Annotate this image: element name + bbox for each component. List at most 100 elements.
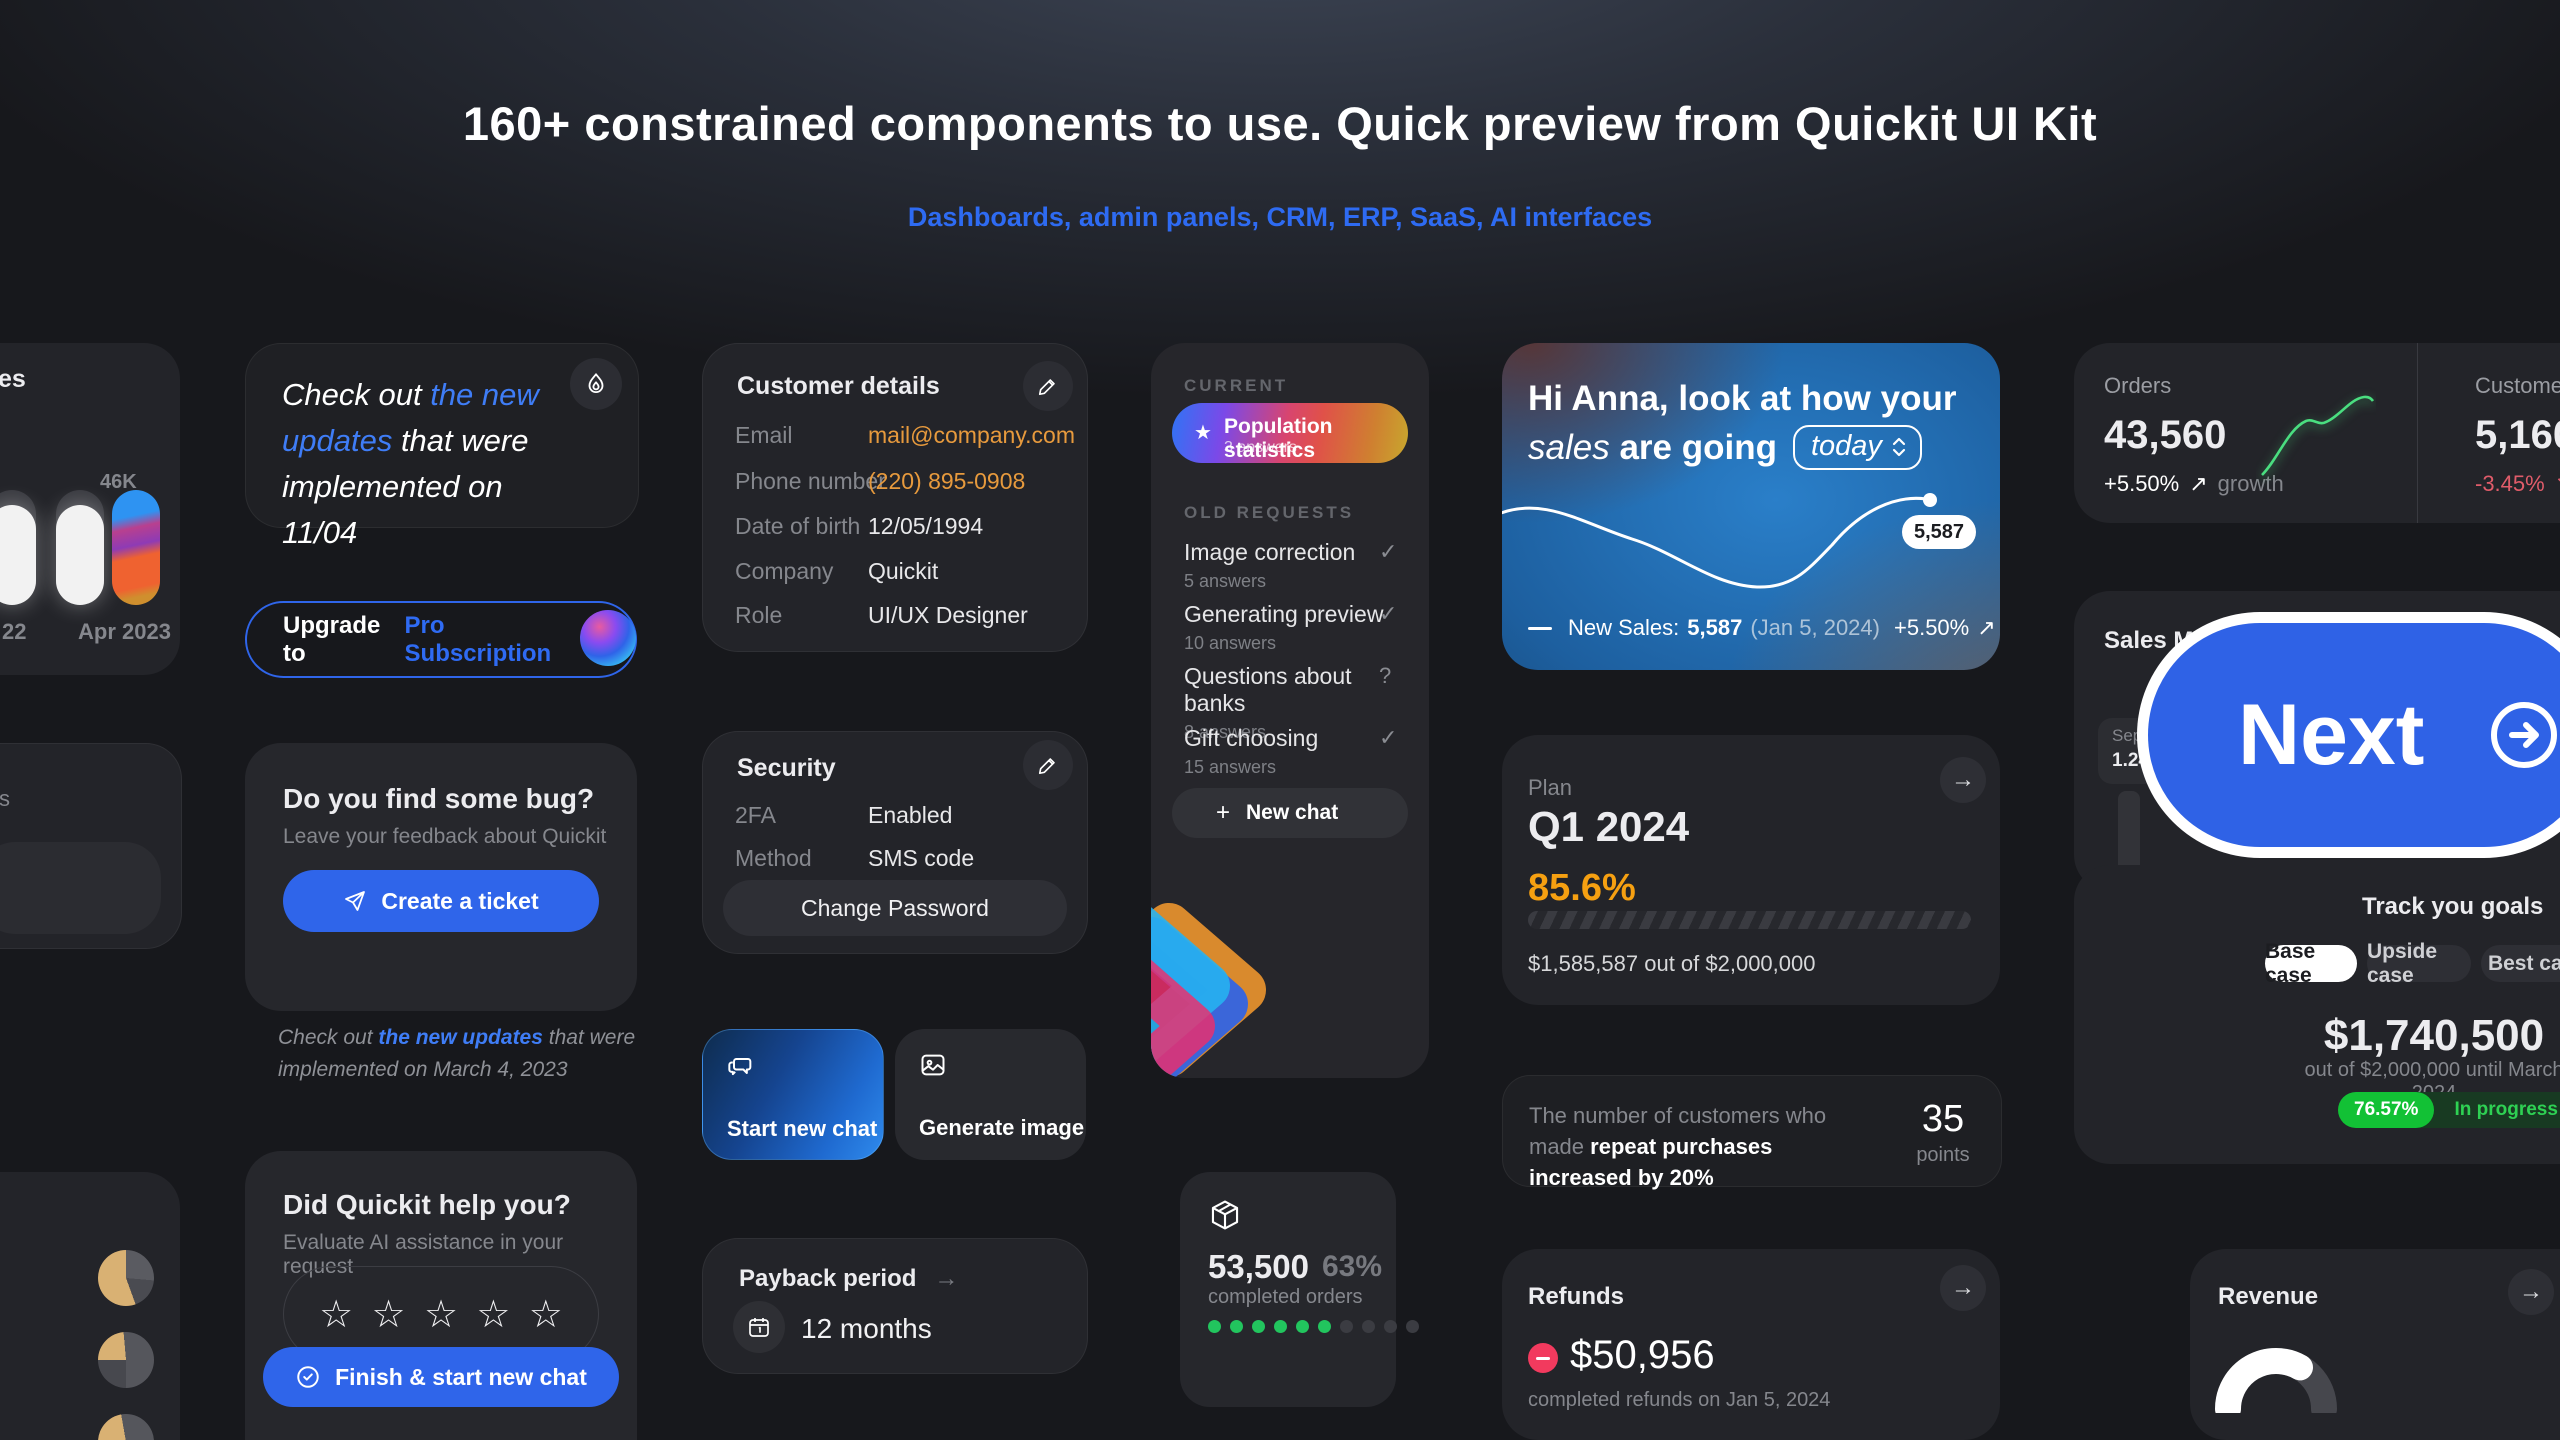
payback-value[interactable]: 12 months	[801, 1313, 932, 1344]
phone-value[interactable]: (220) 895-0908	[868, 468, 1026, 494]
detail-label: Role	[735, 602, 783, 628]
greeting-line1: Hi Anna, look at how your	[1528, 379, 1957, 418]
check-circle-icon	[295, 1364, 321, 1390]
bar-white-2[interactable]	[56, 505, 104, 605]
quickit-logo	[1151, 898, 1321, 1078]
upgrade-banner[interactable]: Upgrade to Pro Subscription ?	[245, 601, 637, 678]
refunds-link-button[interactable]: →	[1940, 1265, 1986, 1311]
edit-customer-button[interactable]	[1023, 361, 1073, 411]
star-rating-2[interactable]: ☆	[371, 1293, 406, 1336]
rating-subtitle: Evaluate AI assistance in your request	[283, 1231, 564, 1278]
flame-icon	[583, 371, 609, 397]
chat-item[interactable]: Gift choosing 15 answers	[1184, 725, 1409, 778]
star-rating-5[interactable]: ☆	[528, 1293, 563, 1336]
period-selector[interactable]: today	[1792, 425, 1922, 470]
hot-updates-button[interactable]	[570, 358, 622, 410]
chat-item[interactable]: Generating preview 10 answers	[1184, 601, 1409, 654]
tab-base-case[interactable]: Base case	[2265, 940, 2357, 987]
bar-highlighted[interactable]	[112, 490, 160, 605]
star-rating-1[interactable]: ☆	[319, 1293, 354, 1336]
repeat-value: 35	[1921, 1098, 1965, 1140]
create-ticket-button[interactable]: Create a ticket	[283, 870, 599, 932]
stats-card: Orders 43,560 +5.50% ↗ growth Customers …	[2074, 343, 2560, 523]
plan-label: Plan	[1528, 775, 1573, 800]
plus-icon: +	[1216, 799, 1231, 826]
security-label: Method	[735, 845, 812, 871]
orders-note: growth	[2217, 471, 2284, 496]
page-subtitle: Dashboards, admin panels, CRM, ERP, SaaS…	[907, 202, 1653, 232]
legend-value: 5,587	[1687, 615, 1743, 640]
chat-item[interactable]: Image correction 5 answers	[1184, 539, 1409, 592]
arrow-right-icon: →	[2519, 1278, 2543, 1305]
active-chat-title: Population statistics	[1224, 415, 1333, 462]
progress-dots	[1208, 1320, 1428, 1338]
check-icon: ✓	[1379, 539, 1398, 564]
orders-delta: +5.50%	[2104, 471, 2180, 496]
detail-label: Phone number	[735, 468, 886, 494]
legend-label: New Sales:	[1568, 615, 1680, 640]
plan-progress-track	[1528, 911, 1971, 929]
payback-title: Payback period	[739, 1265, 917, 1292]
check-icon: ✓	[1379, 601, 1398, 626]
upgrade-label: Upgrade to	[283, 611, 381, 667]
chat-item[interactable]: Questions about banks 8 answers	[1184, 663, 1409, 743]
method-value: SMS code	[868, 845, 975, 871]
generate-image-tile[interactable]: Generate image	[895, 1029, 1086, 1160]
minus-circle-icon	[1528, 1343, 1558, 1373]
sales-line-chart	[1502, 483, 2000, 623]
generate-image-label: Generate image	[919, 1115, 1085, 1140]
new-chat-button[interactable]: + New chat	[1172, 788, 1408, 838]
repeat-text-bold: repeat purchases increased by 20%	[1529, 1134, 1773, 1190]
pie-chart-1[interactable]	[98, 1250, 154, 1306]
revenue-gauge	[2214, 1347, 2338, 1413]
star-rating-3[interactable]: ☆	[423, 1293, 459, 1336]
active-chat-pill[interactable]: ★ Population statistics 3 answers	[1172, 403, 1408, 463]
updates-note: Check out the new updates that were impl…	[278, 1022, 678, 1086]
security-title: Security	[737, 754, 836, 782]
refunds-title: Refunds	[1528, 1283, 1624, 1310]
legend-dash-icon	[1528, 626, 1552, 630]
pie-charts-card	[0, 1172, 180, 1440]
arrow-right-icon: →	[1951, 766, 1975, 793]
next-label: Next	[2238, 686, 2425, 783]
change-password-button[interactable]: Change Password	[723, 880, 1067, 936]
note-link[interactable]: the new updates	[378, 1026, 543, 1049]
role-value: UI/UX Designer	[868, 602, 1028, 628]
start-chat-label: Start new chat	[727, 1116, 878, 1141]
input-label-fragment: s	[0, 786, 10, 811]
pie-chart-2[interactable]	[98, 1332, 154, 1388]
check-icon: ✓	[1379, 725, 1398, 750]
bar-white-1[interactable]	[0, 505, 36, 605]
tab-best-case[interactable]: Best case	[2481, 945, 2560, 982]
goals-value: $1,740,500	[2323, 1011, 2545, 1060]
pie-chart-3[interactable]	[98, 1414, 154, 1440]
goals-card: Track you goals Base case Upside case Be…	[2074, 865, 2560, 1164]
arrow-right-icon[interactable]: →	[934, 1265, 959, 1292]
bar-chart-title-fragment: es	[0, 365, 26, 393]
next-button[interactable]: Next	[2137, 612, 2560, 858]
calendar-icon	[733, 1301, 785, 1353]
plan-card: Plan → Q1 2024 85.6% $1,585,587 out of $…	[1502, 735, 2000, 1005]
tab-upside-case[interactable]: Upside case	[2367, 940, 2471, 987]
finish-chat-label: Finish & start new chat	[335, 1363, 587, 1390]
start-chat-tile[interactable]: Start new chat	[702, 1029, 884, 1160]
finish-chat-button[interactable]: Finish & start new chat	[263, 1347, 619, 1407]
input-field[interactable]	[0, 842, 161, 934]
email-value[interactable]: mail@company.com	[868, 422, 1075, 448]
feedback-subtitle: Leave your feedback about Quickit	[283, 825, 607, 848]
revenue-link-button[interactable]: →	[2508, 1269, 2554, 1315]
star-rating-4[interactable]: ☆	[476, 1293, 511, 1336]
edit-security-button[interactable]	[1023, 740, 1073, 790]
revenue-card: Revenue →	[2190, 1249, 2560, 1440]
chat-item-meta: 8 answers	[1184, 722, 1267, 742]
orders-count: 53,500	[1208, 1248, 1309, 1285]
new-chat-label: New chat	[1246, 801, 1339, 824]
x-label-2: Apr 2023	[78, 619, 171, 644]
goals-badge-status: In progress	[2454, 1099, 2558, 1120]
repeat-text-regular: The number of customers who made	[1529, 1103, 1827, 1159]
note-part1: Check out	[278, 1026, 379, 1049]
chat-item-title: Gift choosing	[1184, 725, 1319, 751]
chat-item-meta: 5 answers	[1184, 571, 1267, 591]
updates-link[interactable]: the new updates	[282, 377, 539, 458]
plan-link-button[interactable]: →	[1940, 757, 1986, 803]
